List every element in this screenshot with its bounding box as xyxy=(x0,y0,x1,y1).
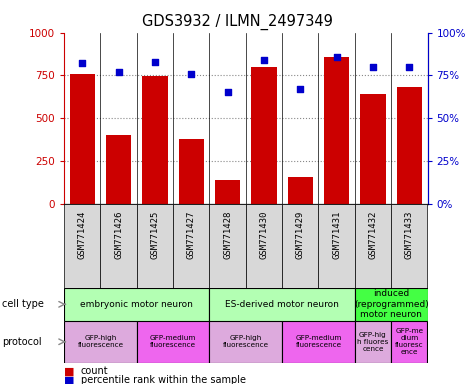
Point xyxy=(188,71,195,77)
Text: GSM771429: GSM771429 xyxy=(296,210,305,259)
Text: GSM771426: GSM771426 xyxy=(114,210,123,259)
Text: GFP-me
dium
fluoresc
ence: GFP-me dium fluoresc ence xyxy=(395,328,424,355)
Point xyxy=(260,57,268,63)
Bar xyxy=(355,204,391,288)
Text: GSM771428: GSM771428 xyxy=(223,210,232,259)
Point xyxy=(115,69,123,75)
Text: GDS3932 / ILMN_2497349: GDS3932 / ILMN_2497349 xyxy=(142,13,333,30)
Text: GSM771432: GSM771432 xyxy=(369,210,378,259)
Point xyxy=(224,89,231,96)
Text: ■: ■ xyxy=(64,375,75,384)
Point xyxy=(78,60,86,66)
Bar xyxy=(391,204,428,288)
Bar xyxy=(64,321,137,363)
Bar xyxy=(355,321,391,363)
Bar xyxy=(179,139,204,204)
Bar xyxy=(287,177,313,204)
Text: GFP-medium
fluorescence: GFP-medium fluorescence xyxy=(295,335,342,348)
Bar xyxy=(246,204,282,288)
Bar xyxy=(173,204,209,288)
Point xyxy=(296,86,304,92)
Text: GSM771424: GSM771424 xyxy=(78,210,87,259)
Point xyxy=(151,59,159,65)
Text: GFP-high
fluorescence: GFP-high fluorescence xyxy=(223,335,269,348)
Text: induced
(reprogrammed)
motor neuron: induced (reprogrammed) motor neuron xyxy=(354,290,428,319)
Text: percentile rank within the sample: percentile rank within the sample xyxy=(81,375,246,384)
Text: count: count xyxy=(81,366,108,376)
Bar xyxy=(282,204,318,288)
Text: GSM771427: GSM771427 xyxy=(187,210,196,259)
Bar xyxy=(391,321,428,363)
Text: ES-derived motor neuron: ES-derived motor neuron xyxy=(225,300,339,309)
Bar xyxy=(106,135,132,204)
Text: GSM771433: GSM771433 xyxy=(405,210,414,259)
Text: GSM771431: GSM771431 xyxy=(332,210,341,259)
Bar xyxy=(318,204,355,288)
Text: GFP-hig
h fluores
cence: GFP-hig h fluores cence xyxy=(357,332,389,352)
Point xyxy=(406,64,413,70)
Bar xyxy=(251,67,277,204)
Text: GFP-high
fluorescence: GFP-high fluorescence xyxy=(77,335,124,348)
Bar xyxy=(209,288,355,321)
Bar xyxy=(324,56,350,204)
Bar xyxy=(64,288,209,321)
Bar xyxy=(64,204,101,288)
Bar xyxy=(215,180,240,204)
Text: GSM771430: GSM771430 xyxy=(259,210,268,259)
Point xyxy=(333,53,341,60)
Bar xyxy=(209,204,246,288)
Text: cell type: cell type xyxy=(2,299,44,310)
Bar xyxy=(282,321,355,363)
Bar xyxy=(101,204,137,288)
Text: GSM771425: GSM771425 xyxy=(151,210,160,259)
Text: embryonic motor neuron: embryonic motor neuron xyxy=(80,300,193,309)
Text: ■: ■ xyxy=(64,366,75,376)
Bar xyxy=(137,321,209,363)
Text: protocol: protocol xyxy=(2,337,42,347)
Bar xyxy=(397,87,422,204)
Bar xyxy=(360,94,386,204)
Bar xyxy=(355,288,428,321)
Text: GFP-medium
fluorescence: GFP-medium fluorescence xyxy=(150,335,196,348)
Bar xyxy=(142,76,168,204)
Bar xyxy=(209,321,282,363)
Bar xyxy=(137,204,173,288)
Bar xyxy=(69,74,95,204)
Point xyxy=(369,64,377,70)
